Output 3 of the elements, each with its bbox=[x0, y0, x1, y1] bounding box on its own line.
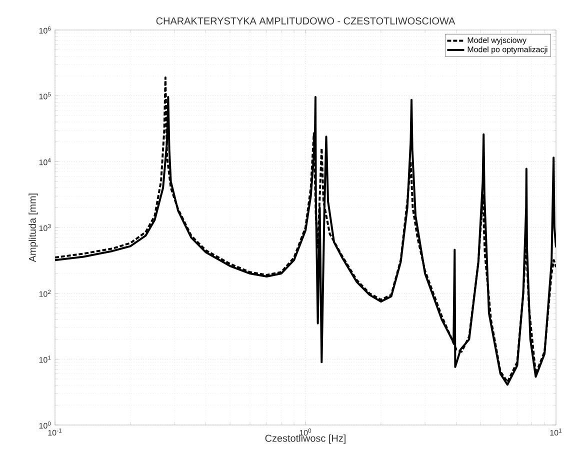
y-axis-title: Amplituda [mm] bbox=[28, 194, 38, 262]
x-axis-title: Czestotliwosc [Hz] bbox=[265, 434, 346, 444]
chart-title: CHARAKTERYSTYKA AMPLITUDOWO - CZESTOTLIWOSCIOWA bbox=[156, 17, 456, 24]
